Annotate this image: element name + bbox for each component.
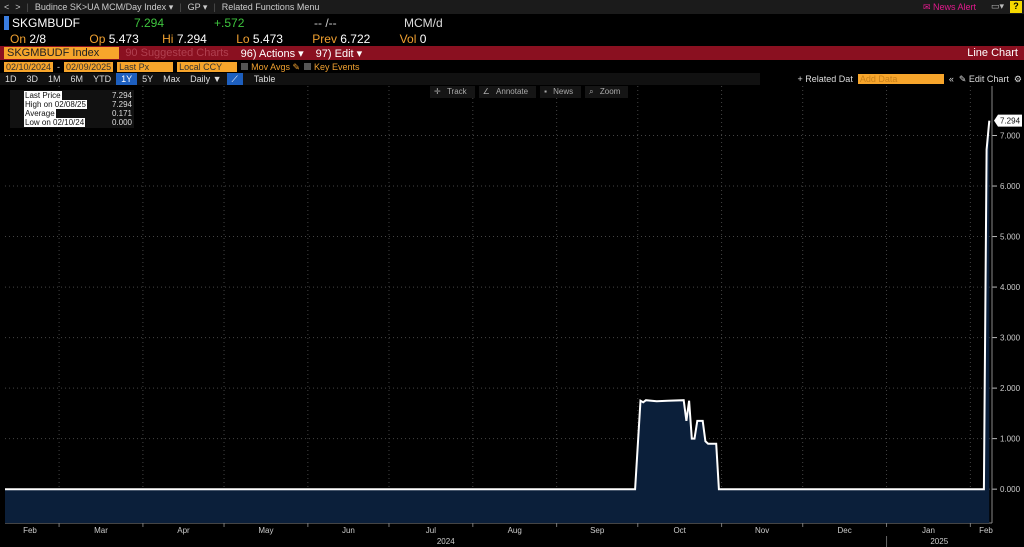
help-button[interactable]: ? — [1010, 1, 1022, 13]
year-label: 2024 — [437, 537, 455, 546]
window-icon[interactable]: ▭▾ — [990, 1, 1004, 11]
menu-bar: SKGMBUDF Index 90 Suggested Charts 96) A… — [0, 46, 1024, 60]
end-date-input[interactable]: 02/09/2025 — [64, 62, 114, 72]
year-label: 2025 — [930, 537, 948, 546]
start-date-input[interactable]: 02/10/2024 — [4, 62, 54, 72]
period-5y[interactable]: 5Y — [142, 74, 154, 84]
series-area — [5, 120, 990, 523]
y-tick-label: 4.000 — [1000, 283, 1021, 292]
time: -- /-- — [314, 16, 337, 30]
frequency-select[interactable]: Daily ▼ — [190, 74, 222, 84]
currency-select[interactable]: Local CCY — [177, 62, 238, 72]
legend-average[interactable]: Average 0.171 — [24, 109, 132, 118]
y-tick-label: 6.000 — [1000, 182, 1021, 191]
y-tick-label: 3.000 — [1000, 334, 1021, 343]
period-6m[interactable]: 6M — [70, 74, 84, 84]
field-select[interactable]: Last Px — [117, 62, 174, 72]
suggested-charts-menu[interactable]: 90 Suggested Charts — [125, 47, 229, 59]
track-button[interactable]: ✛ Track — [430, 86, 475, 98]
table-button[interactable]: Table — [253, 74, 276, 84]
period-bar: 1D 3D 1M 6M YTD 1Y 5Y Max Daily ▼ ⟋ Tabl… — [0, 73, 760, 85]
legend: Last Price 7.294 High on 02/08/25 7.294 Av… — [10, 90, 134, 128]
chart-type-label: Line Chart — [967, 47, 1018, 59]
period-ytd[interactable]: YTD — [93, 74, 112, 84]
series-line — [5, 120, 991, 491]
x-tick-label: Aug — [508, 526, 522, 535]
y-tick-label: 2.000 — [1000, 384, 1021, 393]
back-icon[interactable]: < — [4, 2, 10, 12]
legend-last[interactable]: Last Price 7.294 — [24, 91, 132, 100]
legend-high[interactable]: High on 02/08/25 7.294 — [24, 100, 132, 109]
period-1y[interactable]: 1Y — [116, 73, 138, 85]
news-alert-button[interactable]: ✉ News Alert — [922, 2, 976, 12]
key-events-checkbox[interactable]: Key Events — [304, 62, 360, 72]
y-tick-label: 0.000 — [1000, 485, 1021, 494]
x-tick-label: Sep — [590, 526, 605, 535]
edit-menu[interactable]: 97) Edit ▾ — [315, 47, 363, 60]
gear-icon[interactable]: ⚙ — [1013, 74, 1022, 84]
zoom-button[interactable]: ⌕ Zoom — [585, 86, 629, 98]
last-price: 7.294 — [134, 16, 165, 30]
unit: MCM/d — [404, 16, 443, 30]
news-button[interactable]: ▪ News — [540, 86, 582, 98]
date-controls: 02/10/2024 - 02/09/2025 Last Px Local CC… — [4, 62, 360, 72]
quote-line: SKGMBUDF 7.294 +.572 -- /-- MCM/d — [4, 16, 443, 30]
change: +.572 — [214, 16, 245, 30]
nav-bar: < > | Budince SK>UA MCM/Day Index ▾ | GP ▾… — [0, 0, 1024, 14]
last-price-label: 7.294 — [1000, 117, 1021, 126]
mov-avgs-checkbox[interactable]: Mov Avgs ✎ — [241, 62, 300, 72]
x-tick-label: Oct — [673, 526, 686, 535]
add-data-input[interactable]: Add Data — [857, 74, 944, 84]
x-tick-label: Jun — [342, 526, 355, 535]
related-data-button[interactable]: + Related Dat — [797, 74, 853, 84]
ticker: SKGMBUDF — [4, 16, 134, 30]
x-tick-label: May — [258, 526, 273, 535]
forward-icon[interactable]: > — [15, 2, 21, 12]
x-tick-label: Dec — [838, 526, 852, 535]
collapse-icon[interactable]: « — [948, 74, 954, 84]
period-max[interactable]: Max — [163, 74, 181, 84]
line-chart-icon[interactable]: ⟋ — [226, 73, 243, 85]
x-tick-label: Jan — [922, 526, 935, 535]
x-tick-label: Mar — [94, 526, 108, 535]
actions-menu[interactable]: 96) Actions ▾ — [240, 47, 304, 60]
x-tick-label: Apr — [177, 526, 190, 535]
legend-low[interactable]: Low on 02/10/24 0.000 — [24, 118, 132, 127]
gp-menu[interactable]: GP ▾ — [187, 1, 208, 12]
annotate-button[interactable]: ∠ Annotate — [478, 86, 537, 98]
line-chart[interactable]: 0.000 1.000 2.000 3.000 4.000 5.000 6.000 7.000… — [0, 86, 1024, 547]
period-1d[interactable]: 1D — [5, 74, 17, 84]
y-tick-label: 5.000 — [1000, 233, 1021, 242]
related-functions-menu[interactable]: Related Functions Menu — [221, 2, 320, 12]
edit-chart-button[interactable]: ✎ Edit Chart — [958, 74, 1009, 84]
period-1m[interactable]: 1M — [48, 74, 61, 84]
last-price-tag — [994, 114, 1022, 127]
y-tick-label: 7.000 — [1000, 132, 1021, 141]
right-tools: + Related Dat Add Data « ✎ Edit Chart ⚙ — [798, 73, 1022, 85]
x-tick-label: Feb — [23, 526, 37, 535]
security-field[interactable]: SKGMBUDF Index — [4, 47, 120, 59]
ohlc-line: On 2/8 Op 5.473 Hi 7.294 Lo 5.473 Prev 6… — [10, 32, 427, 46]
x-tick-label: Nov — [755, 526, 769, 535]
y-tick-label: 1.000 — [1000, 435, 1021, 444]
chart-tools: ✛ Track ∠ Annotate ▪ News ⌕ Zoom — [430, 86, 629, 98]
x-tick-label: Jul — [426, 526, 436, 535]
x-tick-label: Feb — [979, 526, 993, 535]
security-menu[interactable]: Budince SK>UA MCM/Day Index ▾ — [34, 1, 174, 12]
period-3d[interactable]: 3D — [26, 74, 39, 84]
